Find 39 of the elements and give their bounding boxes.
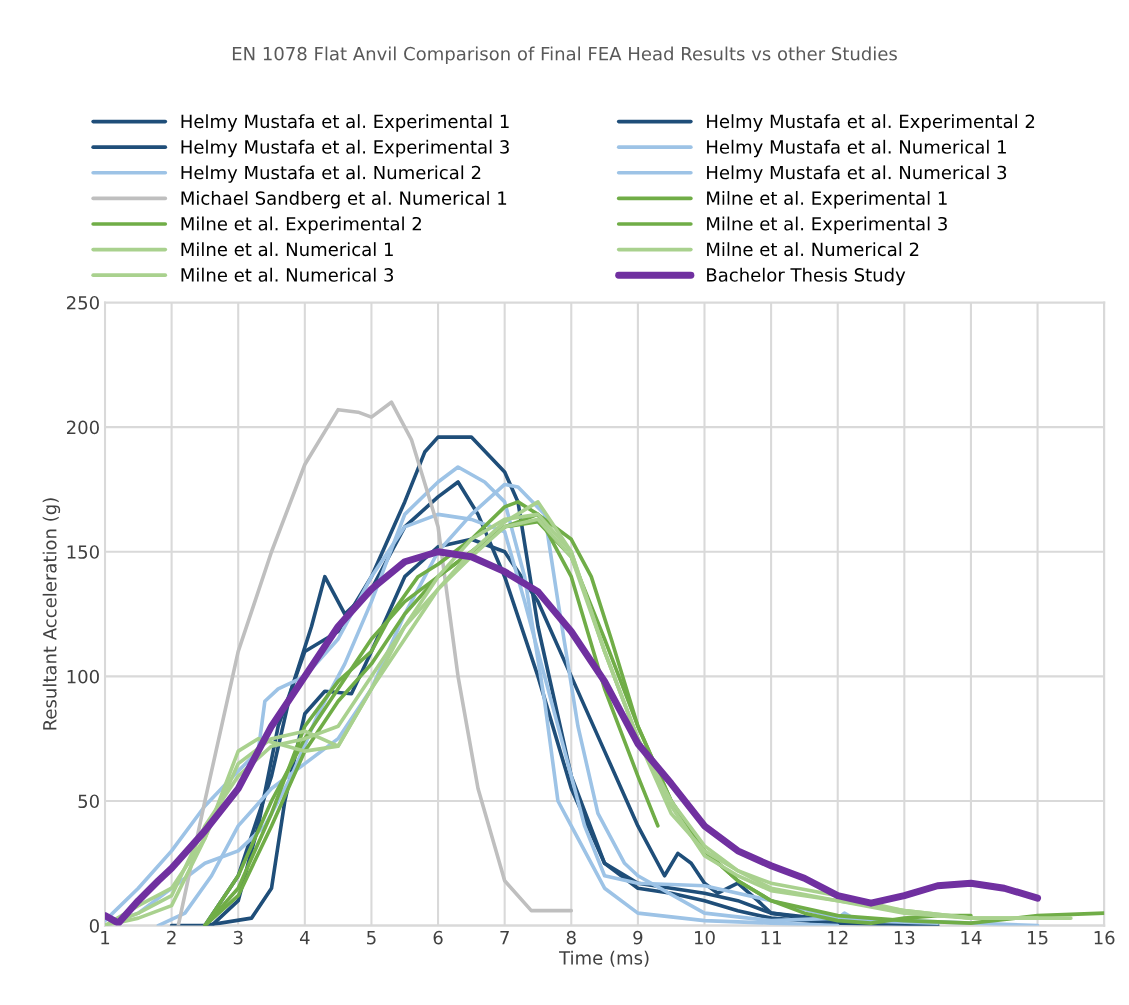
chart-title: EN 1078 Flat Anvil Comparison of Final FEA Head Results vs other Studies	[232, 46, 897, 65]
x-tick-label: 14	[961, 931, 982, 945]
y-tick-label: 150	[67, 545, 99, 559]
legend-label: Helmy Mustafa et al. Numerical 1	[707, 139, 1006, 158]
legend-label: Helmy Mustafa et al. Experimental 3	[181, 139, 509, 158]
legend-label: Milne et al. Numerical 2	[707, 242, 919, 257]
x-tick-label: 2	[167, 930, 176, 945]
x-tick-label: 11	[761, 931, 781, 945]
y-tick-label: 250	[67, 295, 99, 310]
x-tick-label: 3	[233, 930, 243, 945]
legend-label: Milne et al. Experimental 3	[707, 216, 947, 235]
legend-label: Helmy Mustafa et al. Experimental 2	[707, 114, 1035, 132]
x-tick-label: 12	[828, 930, 848, 945]
y-tick-label: 0	[89, 919, 99, 933]
x-tick-label: 1	[101, 931, 110, 945]
y-tick-label: 100	[67, 669, 99, 684]
y-tick-label: 200	[67, 420, 99, 435]
x-tick-label: 10	[694, 930, 715, 945]
x-tick-label: 7	[500, 931, 509, 945]
x-tick-label: 16	[1094, 930, 1115, 945]
x-axis-title: Time (ms)	[559, 950, 649, 967]
y-tick-label: 50	[78, 794, 99, 809]
y-axis-title: Resultant Acceleration (g)	[42, 498, 61, 730]
x-tick-label: 15	[1028, 931, 1048, 945]
legend-label: Milne et al. Experimental 2	[181, 216, 421, 235]
legend-label: Michael Sandberg et al. Numerical 1	[181, 190, 507, 209]
x-tick-label: 13	[894, 930, 915, 945]
legend-label: Milne et al. Numerical 3	[181, 267, 394, 282]
legend-label: Helmy Mustafa et al. Numerical 3	[707, 165, 1007, 183]
x-tick-label: 4	[299, 931, 310, 945]
x-tick-label: 8	[566, 930, 576, 945]
legend-label: Milne et al. Experimental 1	[707, 190, 947, 209]
legend-label: Helmy Mustafa et al. Experimental 1	[181, 114, 509, 132]
x-tick-label: 5	[367, 931, 376, 945]
legend-label: Milne et al. Numerical 1	[181, 242, 393, 257]
x-tick-label: 6	[433, 930, 443, 945]
legend-label: Helmy Mustafa et al. Numerical 2	[181, 165, 481, 183]
x-tick-label: 9	[633, 930, 643, 945]
legend-label: Bachelor Thesis Study	[707, 267, 906, 286]
